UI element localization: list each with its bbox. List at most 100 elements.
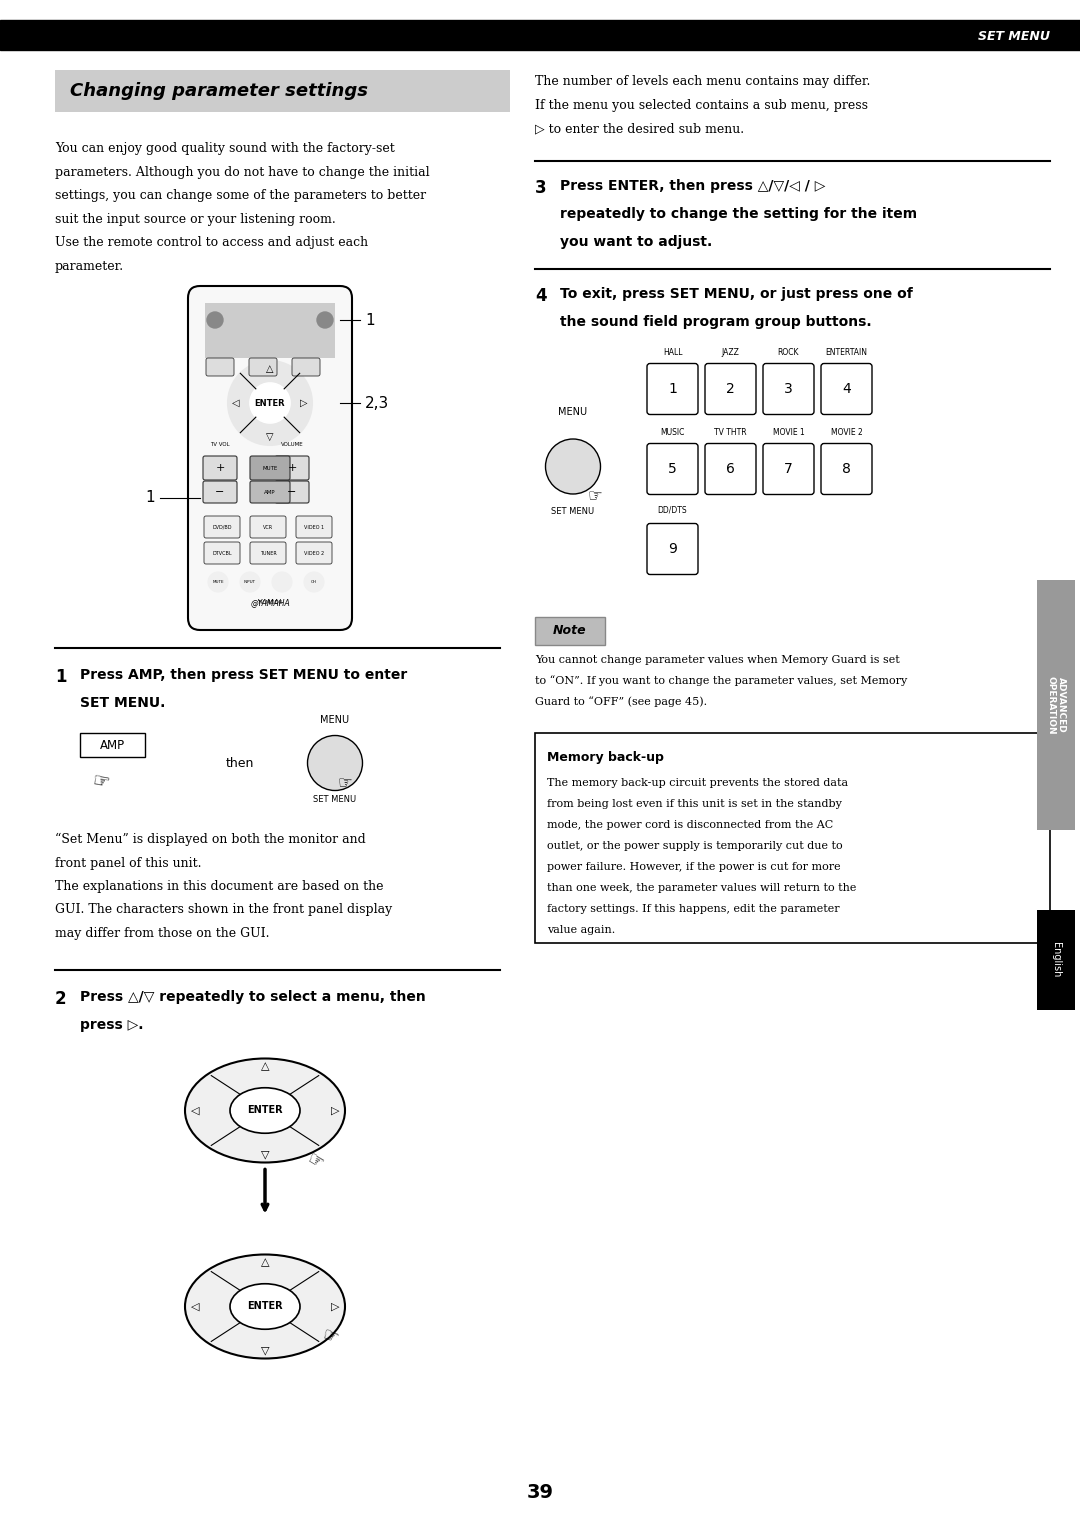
Text: VIDEO 2: VIDEO 2: [303, 550, 324, 556]
Text: ☞: ☞: [320, 1325, 340, 1348]
Text: Press △/▽ repeatedly to select a menu, then: Press △/▽ repeatedly to select a menu, t…: [80, 990, 426, 1004]
Text: 7: 7: [784, 461, 793, 477]
FancyBboxPatch shape: [204, 516, 240, 538]
FancyBboxPatch shape: [821, 443, 872, 495]
Text: factory settings. If this happens, edit the parameter: factory settings. If this happens, edit …: [546, 903, 839, 914]
FancyBboxPatch shape: [647, 364, 698, 414]
Text: may differ from those on the GUI.: may differ from those on the GUI.: [55, 927, 270, 940]
FancyBboxPatch shape: [647, 524, 698, 575]
Ellipse shape: [230, 1088, 300, 1134]
Text: SET MENU: SET MENU: [313, 795, 356, 804]
Text: suit the input source or your listening room.: suit the input source or your listening …: [55, 212, 336, 226]
Text: 4: 4: [535, 287, 546, 304]
Text: VIDEO 1: VIDEO 1: [303, 524, 324, 530]
FancyBboxPatch shape: [762, 364, 814, 414]
FancyBboxPatch shape: [249, 358, 276, 376]
Bar: [1037, 581, 1075, 830]
FancyBboxPatch shape: [762, 443, 814, 495]
Text: +: +: [215, 463, 225, 474]
Text: Guard to “OFF” (see page 45).: Guard to “OFF” (see page 45).: [535, 697, 707, 707]
Circle shape: [318, 312, 333, 329]
Text: Use the remote control to access and adjust each: Use the remote control to access and adj…: [55, 235, 368, 249]
Text: △: △: [260, 1062, 269, 1071]
Text: ▽: ▽: [260, 1346, 269, 1355]
Text: JAZZ: JAZZ: [721, 347, 740, 356]
FancyBboxPatch shape: [647, 443, 698, 495]
FancyBboxPatch shape: [292, 358, 320, 376]
Text: 5: 5: [669, 461, 677, 477]
Text: VOLUME: VOLUME: [281, 442, 303, 448]
Text: ADVANCED
OPERATION: ADVANCED OPERATION: [1047, 675, 1066, 735]
Text: △: △: [267, 364, 273, 374]
Text: ▽: ▽: [260, 1149, 269, 1160]
Text: You cannot change parameter values when Memory Guard is set: You cannot change parameter values when …: [535, 654, 900, 665]
Text: to “ON”. If you want to change the parameter values, set Memory: to “ON”. If you want to change the param…: [535, 675, 907, 686]
Text: English: English: [1051, 943, 1061, 978]
Text: ▷: ▷: [330, 1302, 339, 1311]
Text: TUNER: TUNER: [259, 550, 276, 556]
Text: ☞: ☞: [90, 772, 110, 793]
Text: 2: 2: [55, 990, 67, 1008]
Text: The memory back-up circuit prevents the stored data: The memory back-up circuit prevents the …: [546, 778, 848, 787]
Bar: [1037, 911, 1075, 1010]
Text: 8: 8: [842, 461, 851, 477]
Text: The number of levels each menu contains may differ.: The number of levels each menu contains …: [535, 75, 870, 89]
FancyBboxPatch shape: [80, 733, 145, 756]
Text: CH: CH: [311, 581, 316, 584]
Text: GUI. The characters shown in the front panel display: GUI. The characters shown in the front p…: [55, 903, 392, 917]
FancyBboxPatch shape: [249, 516, 286, 538]
Text: 3: 3: [784, 382, 793, 396]
Text: 1: 1: [145, 490, 154, 506]
Ellipse shape: [230, 1284, 300, 1329]
Text: TV THTR: TV THTR: [714, 428, 746, 437]
FancyBboxPatch shape: [249, 542, 286, 564]
Bar: [55, 70, 510, 112]
Circle shape: [272, 571, 292, 591]
Text: ▷ to enter the desired sub menu.: ▷ to enter the desired sub menu.: [535, 122, 744, 134]
FancyBboxPatch shape: [203, 455, 237, 480]
Bar: [205, 303, 335, 358]
Text: press ▷.: press ▷.: [80, 1019, 144, 1033]
Text: ▷: ▷: [300, 397, 308, 408]
Text: Note: Note: [553, 623, 586, 637]
Text: Memory back-up: Memory back-up: [546, 750, 664, 764]
Text: ☞: ☞: [588, 487, 603, 506]
FancyBboxPatch shape: [204, 542, 240, 564]
Text: TV MODE: TV MODE: [257, 601, 283, 605]
Text: ENTER: ENTER: [247, 1105, 283, 1115]
Text: 9: 9: [669, 542, 677, 556]
Circle shape: [207, 312, 222, 329]
Text: MUTE: MUTE: [212, 581, 224, 584]
Text: If the menu you selected contains a sub menu, press: If the menu you selected contains a sub …: [535, 98, 868, 112]
FancyBboxPatch shape: [705, 364, 756, 414]
FancyBboxPatch shape: [535, 732, 1050, 943]
Text: MOVIE 2: MOVIE 2: [831, 428, 862, 437]
Text: value again.: value again.: [546, 924, 616, 935]
FancyBboxPatch shape: [275, 455, 309, 480]
Ellipse shape: [185, 1059, 345, 1163]
Text: ENTER: ENTER: [247, 1302, 283, 1311]
Text: TV VOL: TV VOL: [211, 442, 230, 448]
Text: MENU: MENU: [321, 715, 350, 724]
Ellipse shape: [308, 735, 363, 790]
Text: 39: 39: [527, 1484, 554, 1502]
Circle shape: [303, 571, 324, 591]
Text: 2,3: 2,3: [365, 396, 389, 411]
Text: MUSIC: MUSIC: [660, 428, 685, 437]
Text: outlet, or the power supply is temporarily cut due to: outlet, or the power supply is temporari…: [546, 840, 842, 851]
Text: DTVCBL: DTVCBL: [212, 550, 232, 556]
Text: ▷: ▷: [330, 1105, 339, 1115]
FancyBboxPatch shape: [821, 364, 872, 414]
Text: 6: 6: [726, 461, 734, 477]
Text: repeatedly to change the setting for the item: repeatedly to change the setting for the…: [561, 206, 917, 220]
Text: 1: 1: [669, 382, 677, 396]
Text: power failure. However, if the power is cut for more: power failure. However, if the power is …: [546, 862, 840, 871]
FancyBboxPatch shape: [275, 481, 309, 503]
Text: ◁: ◁: [232, 397, 240, 408]
Text: or: or: [649, 460, 661, 474]
FancyBboxPatch shape: [296, 542, 332, 564]
Text: AMP: AMP: [100, 738, 125, 752]
FancyBboxPatch shape: [249, 481, 291, 503]
Text: SET MENU: SET MENU: [978, 31, 1050, 43]
Text: Changing parameter settings: Changing parameter settings: [70, 83, 368, 99]
